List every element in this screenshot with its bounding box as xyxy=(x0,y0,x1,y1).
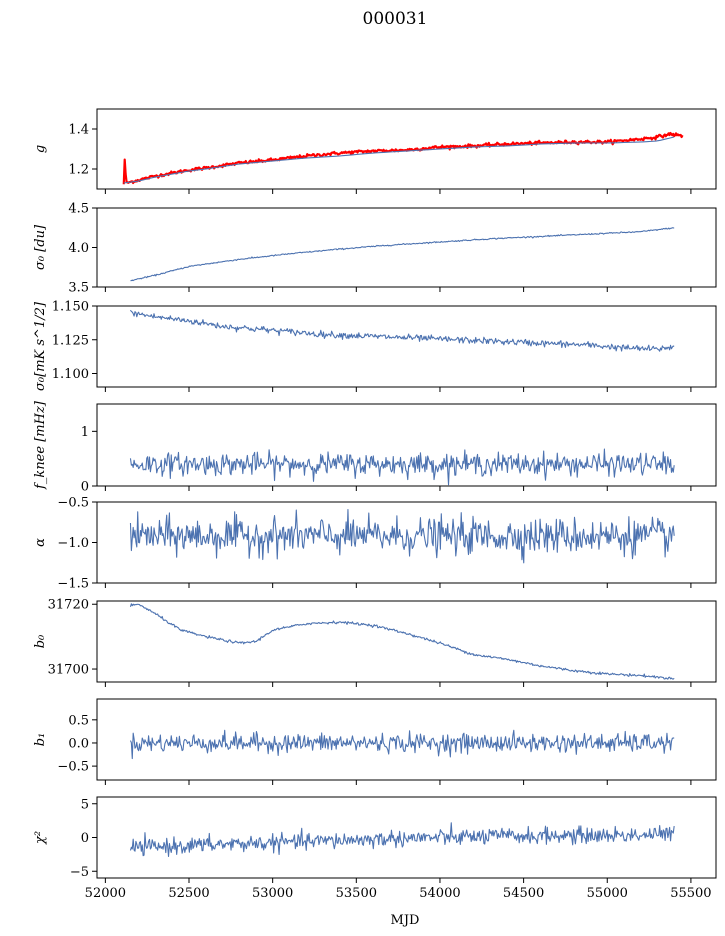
series-line-1 xyxy=(129,729,675,760)
y-tick-label: 1.150 xyxy=(52,300,89,315)
panels: 1.2 1.4 g 3.5 4.0 4.5 σ₀ [du] 1.100 1.125 1.150 σ₀… xyxy=(33,108,717,901)
y-tick-label: 1.100 xyxy=(52,367,89,382)
y-axis-label: χ² xyxy=(33,831,48,845)
x-tick-label: 52500 xyxy=(168,886,209,901)
y-tick-label: −0.5 xyxy=(57,496,89,511)
y-tick-label: 5 xyxy=(81,797,89,812)
y-tick-label: 31720 xyxy=(48,598,89,613)
axes-frame xyxy=(96,305,717,388)
x-tick-label: 54500 xyxy=(503,886,544,901)
x-tick-label: 55000 xyxy=(587,886,628,901)
y-axis-label: σ₀ [du] xyxy=(33,224,48,270)
x-tick-label: 52000 xyxy=(85,886,126,901)
y-axis-label: α xyxy=(33,538,48,547)
y-tick-label: 0 xyxy=(81,480,89,495)
y-axis-label: b₀ xyxy=(33,634,48,648)
x-axis-label: MJD xyxy=(391,913,420,928)
panel-4: 0 1 f_knee [mHz] xyxy=(33,400,717,495)
panel-8: −5 0 5 52000 52500 53000 53500 54000 54500 55000 5… xyxy=(33,796,717,901)
y-axis-label: b₁ xyxy=(33,733,48,747)
axes-frame xyxy=(96,600,717,683)
panel-6: 31700 31720 b₀ xyxy=(33,598,717,687)
y-tick-label: 1.2 xyxy=(68,163,89,178)
y-tick-label: 1.4 xyxy=(68,123,89,138)
x-tick-label: 55500 xyxy=(670,886,711,901)
y-tick-label: 1 xyxy=(81,425,89,440)
y-axis-label: σ₀[mK s^1/2] xyxy=(33,301,48,391)
y-tick-label: 0.5 xyxy=(68,713,89,728)
x-tick-label: 53000 xyxy=(252,886,293,901)
axes-frame xyxy=(96,207,717,288)
y-tick-label: −1.5 xyxy=(57,577,89,592)
series-line-1 xyxy=(130,227,675,282)
y-tick-label: 31700 xyxy=(48,663,89,678)
series-line-1 xyxy=(129,509,675,564)
axes-frame xyxy=(96,698,717,781)
y-tick-label: 1.125 xyxy=(52,333,89,348)
panel-7: −0.5 0.0 0.5 b₁ xyxy=(33,698,717,785)
y-tick-label: 4.0 xyxy=(68,241,89,256)
series-line-1 xyxy=(129,603,675,680)
y-tick-label: 0 xyxy=(81,831,89,846)
x-tick-label: 54000 xyxy=(419,886,460,901)
panel-2: 3.5 4.0 4.5 σ₀ [du] xyxy=(33,202,717,296)
x-tick-label: 53500 xyxy=(336,886,377,901)
y-axis-label: g xyxy=(33,145,48,153)
panel-3: 1.100 1.125 1.150 σ₀[mK s^1/2] xyxy=(33,300,717,392)
y-axis-label: f_knee [mHz] xyxy=(33,400,48,490)
panel-1: 1.2 1.4 g xyxy=(33,108,717,194)
axes-frame xyxy=(96,108,717,190)
series-line-1 xyxy=(129,448,675,486)
y-tick-label: −0.5 xyxy=(57,760,89,775)
y-tick-label: 3.5 xyxy=(68,281,89,296)
panel-5: −1.5 −1.0 −0.5 α xyxy=(33,496,717,592)
series-line-1 xyxy=(129,309,675,352)
series-line-1 xyxy=(122,131,684,185)
axes-frame xyxy=(96,403,717,487)
series-line-2 xyxy=(123,136,675,184)
y-tick-label: −5 xyxy=(70,865,89,880)
series-line-1 xyxy=(129,822,675,858)
figure-title: 000031 xyxy=(363,9,428,29)
y-tick-label: −1.0 xyxy=(57,536,89,551)
y-tick-label: 0.0 xyxy=(68,736,89,751)
y-tick-label: 4.5 xyxy=(68,202,89,217)
